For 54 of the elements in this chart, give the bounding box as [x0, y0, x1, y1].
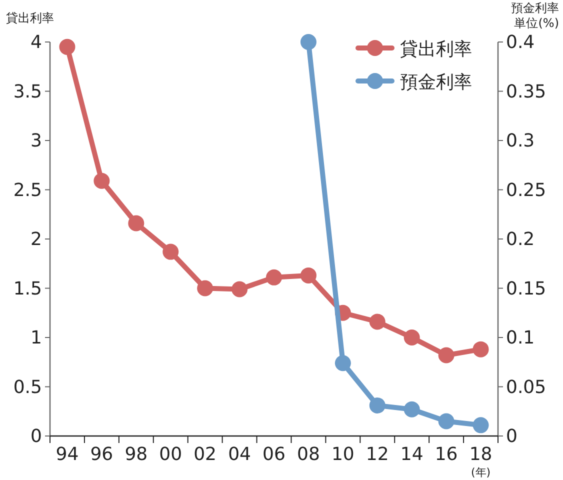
point [472, 341, 489, 358]
point [404, 401, 420, 418]
x-tick-label: 00 [159, 444, 182, 465]
y-tick-label: 2 [30, 229, 42, 250]
y2-tick-label: 0.2 [506, 229, 535, 250]
x-tick-label: 18 [469, 444, 492, 465]
point [266, 269, 282, 286]
x-tick-label: 08 [297, 444, 320, 465]
x-tick-label: 04 [228, 444, 251, 465]
x-axis-title: (年) [470, 466, 491, 479]
x-tick-label: 16 [434, 444, 458, 465]
y2-tick-label: 0 [506, 426, 518, 447]
y2-tick-label: 0.4 [506, 32, 535, 53]
y2-axis-title: 預金利率単位(%) [511, 1, 559, 30]
y2-tick-label: 0.15 [506, 278, 546, 300]
y-tick-label: 0.5 [13, 376, 42, 398]
y2-tick-label: 0.25 [506, 180, 546, 201]
legend-label: 預金利率 [400, 72, 472, 93]
y-axis-title: 貸出利率 [6, 11, 54, 25]
y-tick-label: 4 [30, 32, 42, 53]
y-tick-label: 1 [30, 328, 42, 348]
point [128, 215, 144, 232]
y2-tick-label: 0.05 [506, 376, 546, 398]
point [334, 355, 351, 372]
x-tick-label: 12 [366, 444, 389, 465]
point [232, 281, 248, 298]
point [59, 38, 76, 55]
y2-tick-label: 0.35 [506, 81, 546, 102]
point [300, 34, 316, 50]
y-tick-label: 3 [30, 130, 42, 152]
x-tick-label: 10 [331, 444, 354, 465]
x-tick-label: 02 [194, 444, 217, 465]
y-tick-label: 0 [30, 426, 42, 447]
x-tick-label: 98 [124, 444, 148, 465]
point [369, 314, 386, 330]
point [369, 397, 386, 414]
point [300, 267, 316, 284]
point [197, 280, 214, 296]
y-tick-label: 2.5 [13, 180, 42, 201]
point [472, 417, 489, 434]
x-tick-label: 94 [56, 444, 79, 465]
y-tick-label: 3.5 [13, 81, 42, 102]
point [94, 172, 110, 189]
x-tick-label: 96 [90, 444, 114, 465]
point [162, 244, 179, 260]
y2-tick-label: 0.1 [506, 328, 535, 348]
y-tick-label: 1.5 [13, 278, 42, 300]
x-tick-label: 06 [262, 444, 286, 465]
point [404, 330, 420, 346]
x-tick-label: 14 [400, 444, 424, 465]
point [438, 413, 454, 430]
point [438, 347, 454, 364]
legend-label: 貸出利率 [400, 39, 472, 60]
y2-tick-label: 0.3 [506, 130, 535, 152]
